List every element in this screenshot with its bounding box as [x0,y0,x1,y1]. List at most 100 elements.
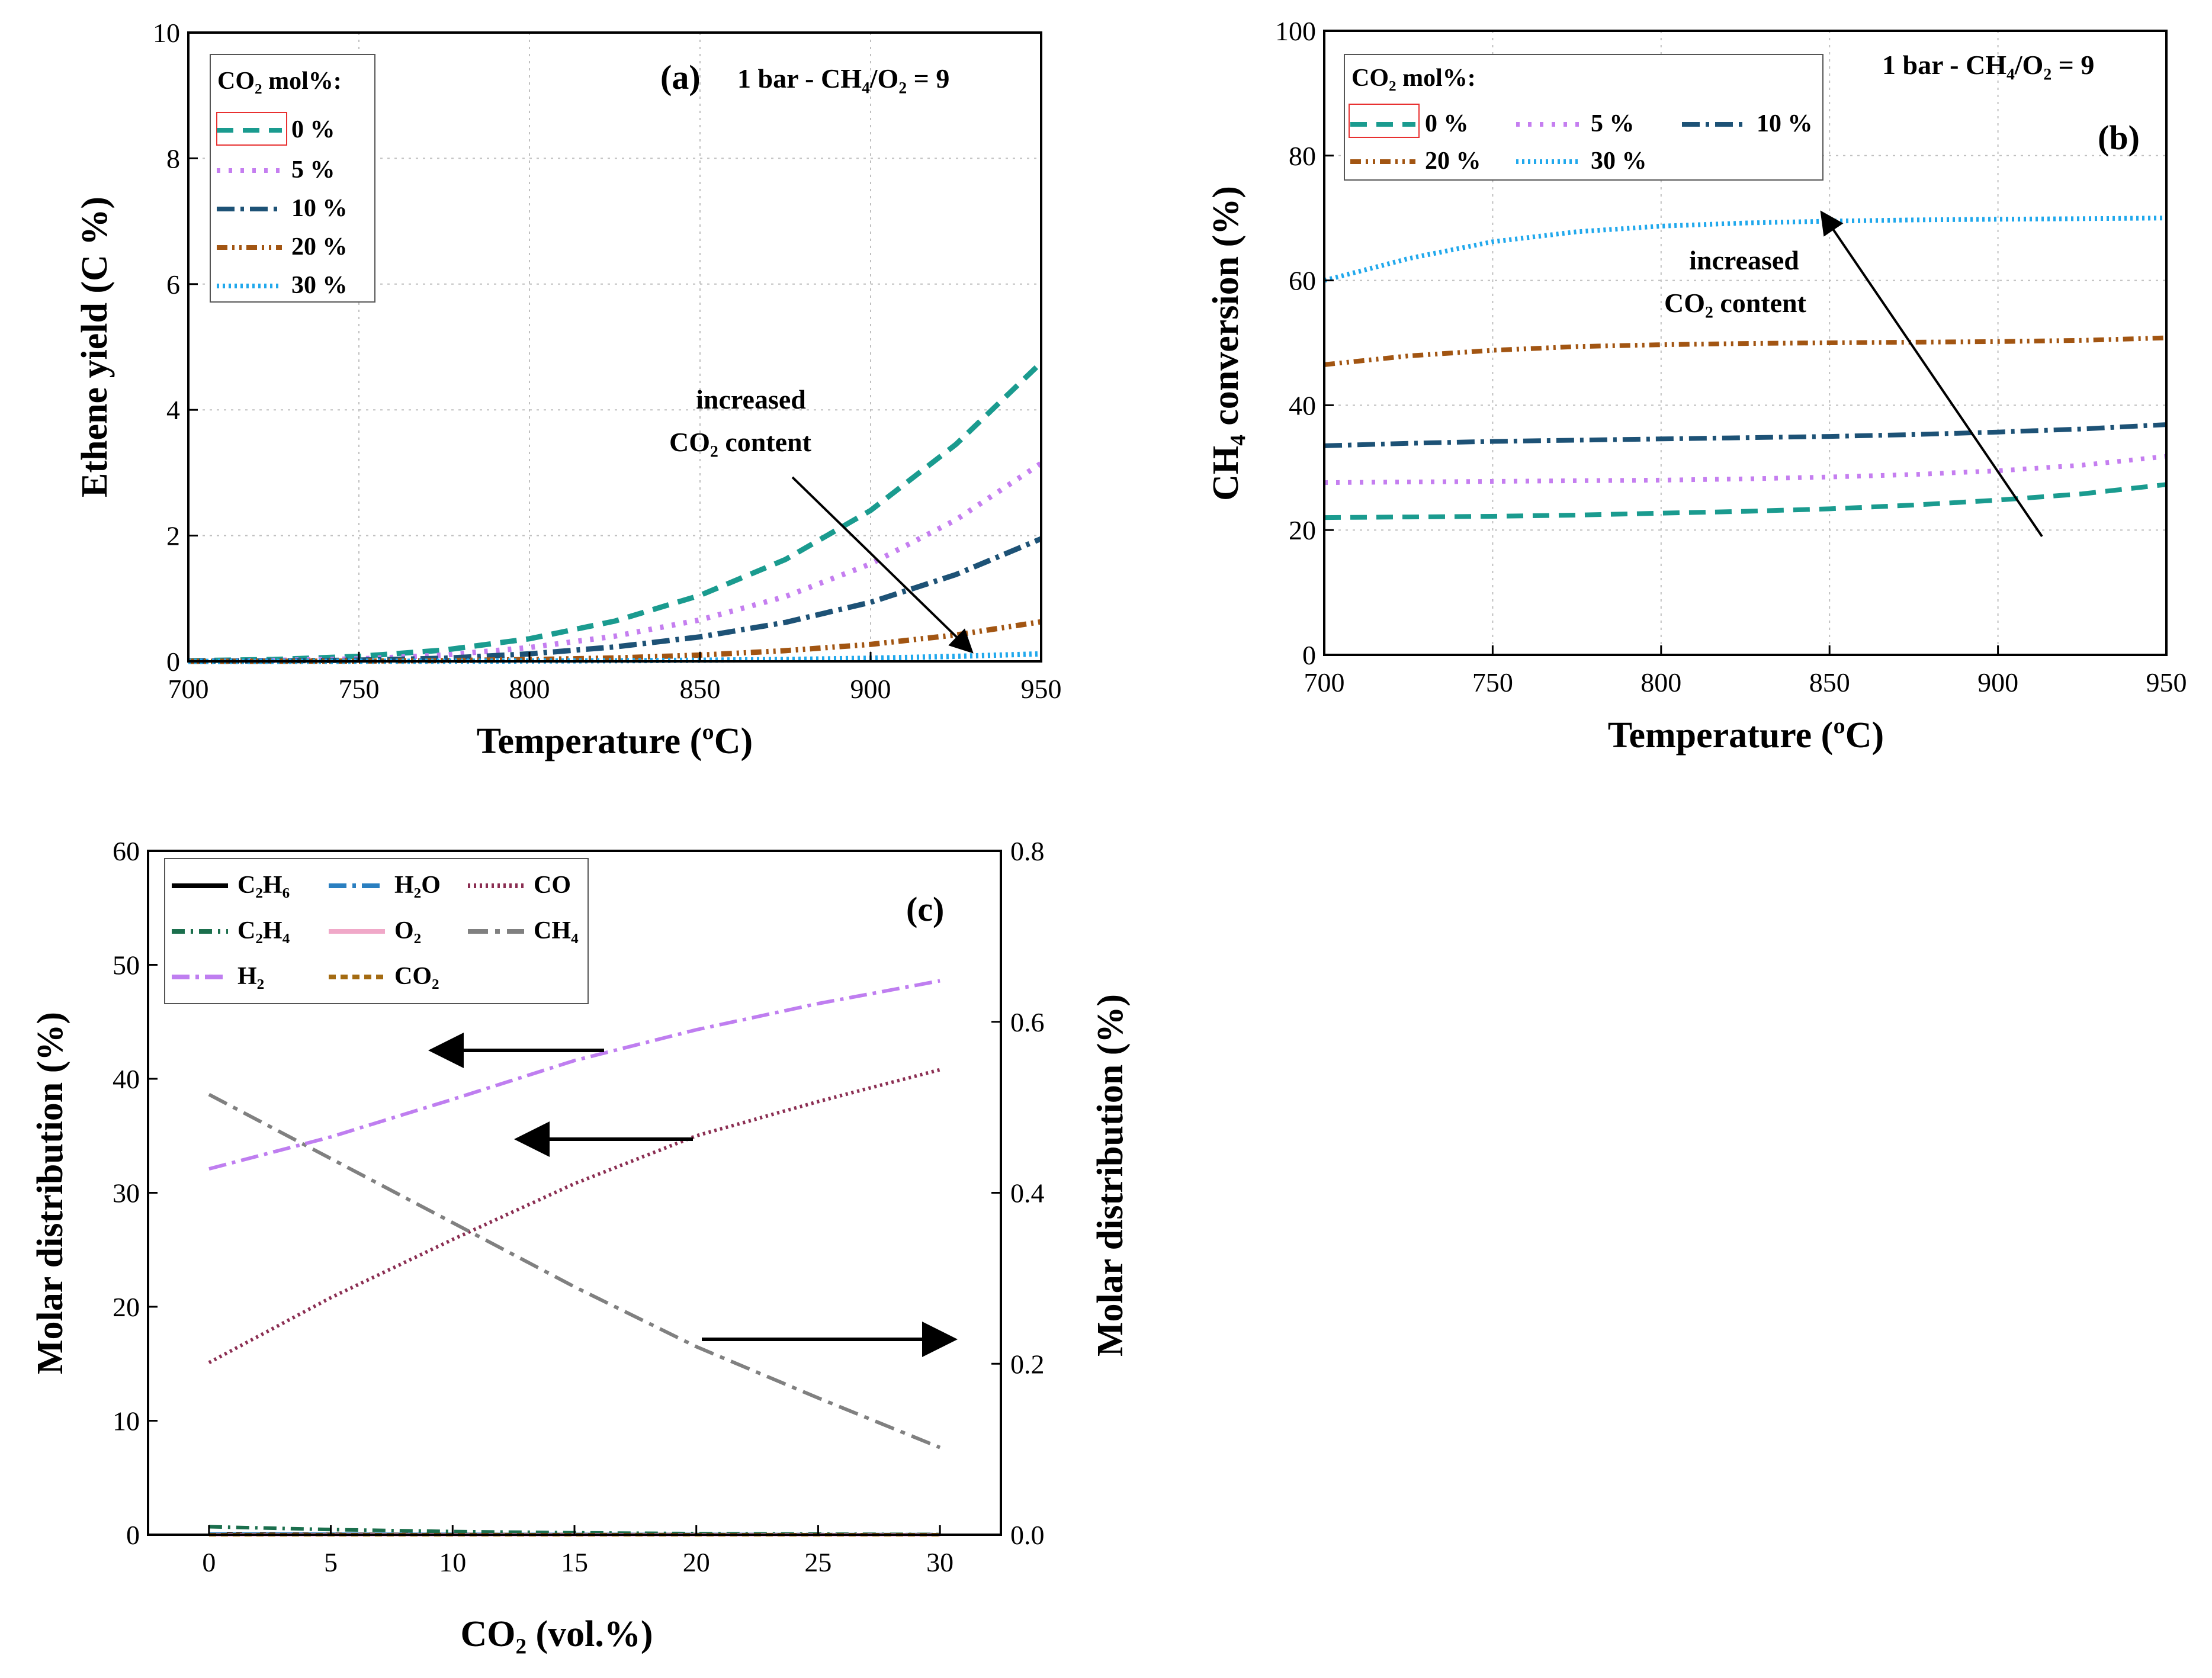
panel-b-legend-box [1344,54,1823,181]
y-tick-label: 40 [1289,390,1316,420]
x-tick-label: 750 [1472,667,1513,697]
y-tick-label: 50 [113,950,140,981]
panel-b-series [1323,216,2167,520]
panel-a-chart: 700 750 800 850 900 950 0 2 4 6 8 10 (a) 1 bar - CH… [75,18,1062,761]
panel-b-plot-frame [1323,30,2168,656]
series-line-0 [1324,482,2167,520]
legend-label: 0 % [1425,110,1469,137]
y-tick-label: 0 [126,1520,140,1550]
panel-a-annotation-line2: CO₂ content [669,427,812,457]
legend-label: 5 % [291,156,335,184]
legend-label: CO [534,872,571,899]
x-tick-label: 5 [324,1547,338,1577]
panel-b-trend-arrow [1820,210,2043,538]
x-tick-label: 800 [509,674,550,704]
x-tick-label: 30 [926,1547,953,1577]
y-tick-label: 6 [166,269,180,300]
panel-a-label: (a) [660,58,701,97]
panel-a-legend: CO₂ mol%: 0 % 5 % 10 % 20 % 30 % [210,54,375,303]
legend-label: 10 % [1757,110,1813,137]
panel-a-ticks: 700 750 800 850 900 950 0 2 4 6 8 10 [153,18,1062,704]
y-tick-label: 10 [113,1406,140,1436]
series-line-20 [1324,335,2167,367]
y2-tick-label: 0.0 [1010,1520,1045,1550]
y2-tick-label: 0.4 [1010,1178,1045,1208]
x-tick-label: 900 [1977,667,2018,697]
x-tick-label: 950 [1021,674,1062,704]
legend-label: C₂H₄ [237,917,290,944]
x-tick-label: 0 [202,1547,216,1577]
series-line-10 [1324,422,2167,448]
x-tick-label: 10 [439,1547,466,1577]
panel-b-legend-title: CO₂ mol%: [1351,65,1476,92]
y-tick-label: 4 [166,395,180,425]
series-line-20 [188,619,1042,664]
panel-c-ticks: 0 5 10 15 20 25 30 0 10 20 30 40 50 60 0.0 0.2 0.4 0.6 0.8 [113,836,1045,1577]
panel-c-y-axis-title: Molar distribution (%) [30,1012,70,1374]
y-tick-label: 0 [1302,640,1316,670]
legend-label: C₂H₆ [237,872,290,899]
x-tick-label: 20 [683,1547,710,1577]
panel-b-legend-highlight [1349,104,1420,138]
y-tick-label: 80 [1289,141,1316,171]
x-tick-label: 900 [850,674,891,704]
panel-a-series [188,361,1044,664]
panel-a-trend-arrow [791,476,974,654]
y-tick-label: 8 [166,143,180,173]
panel-c-label: (c) [906,890,944,928]
legend-label: 10 % [291,195,348,222]
panel-a-legend-box [210,54,375,303]
series-line-ch [208,1092,941,1449]
panel-b-annotation-line2: CO₂ content [1664,288,1807,318]
x-tick-label: 850 [1809,667,1850,697]
y-tick-label: 60 [113,836,140,866]
legend-label: 30 % [291,272,348,299]
y-tick-label: 20 [1289,515,1316,545]
series-line-5 [188,461,1043,664]
y-tick-label: 10 [153,18,180,48]
panel-c-x-axis-title: CO₂ (vol.%) [460,1614,653,1654]
x-tick-label: 25 [804,1547,831,1577]
panel-b-x-axis-title: Temperature (ºC) [1608,715,1884,756]
panel-a-condition: 1 bar - CH₄/O₂ = 9 [737,63,949,94]
legend-label: CO₂ [394,963,439,990]
panel-c-y2-axis-title: Molar distribution (%) [1090,994,1131,1356]
legend-label: CH₄ [534,917,579,944]
legend-label: H₂O [394,872,441,899]
panel-c-series [208,979,941,1536]
y2-tick-label: 0.8 [1010,836,1045,866]
panel-b-y-axis-title: CH₄ conversion (%) [1206,186,1246,501]
y-tick-label: 60 [1289,266,1316,296]
x-tick-label: 700 [168,674,209,704]
panel-a-legend-title: CO₂ mol%: [217,67,342,95]
panel-a-x-axis-title: Temperature (ºC) [477,721,753,761]
panel-b-legend: CO₂ mol%: 0 % 5 % 10 % 20 % 30 % [1344,54,1823,181]
series-line-0 [188,361,1044,664]
series-line-h [208,979,940,1171]
x-tick-label: 15 [561,1547,588,1577]
legend-label: 30 % [1591,147,1647,175]
x-tick-label: 700 [1304,667,1345,697]
legend-label: 20 % [1425,147,1481,175]
legend-label: 20 % [291,233,348,261]
panel-b-condition: 1 bar - CH₄/O₂ = 9 [1882,50,2094,80]
y-tick-label: 100 [1275,16,1316,46]
legend-label: O₂ [394,917,421,944]
series-line-10 [188,536,1042,664]
series-line-5 [1324,454,2167,486]
x-tick-label: 850 [680,674,721,704]
y2-tick-label: 0.6 [1010,1007,1045,1037]
panel-b-annotation-line1: increased [1689,245,1799,275]
y-tick-label: 2 [166,521,180,551]
panel-c-chart: 0 5 10 15 20 25 30 0 10 20 30 40 50 60 0.0 0.2 0.4 0.6 0.8… [30,836,1131,1654]
panel-b-label: (b) [2098,118,2140,157]
x-tick-label: 750 [339,674,380,704]
y-tick-label: 20 [113,1292,140,1322]
y-tick-label: 0 [166,647,180,677]
legend-label: H₂ [237,963,264,990]
x-tick-label: 800 [1640,667,1681,697]
x-tick-label: 950 [2146,667,2187,697]
y-tick-label: 30 [113,1178,140,1208]
panel-b-chart: 700 750 800 850 900 950 0 20 40 60 80 100 1 bar - C… [1206,16,2187,756]
